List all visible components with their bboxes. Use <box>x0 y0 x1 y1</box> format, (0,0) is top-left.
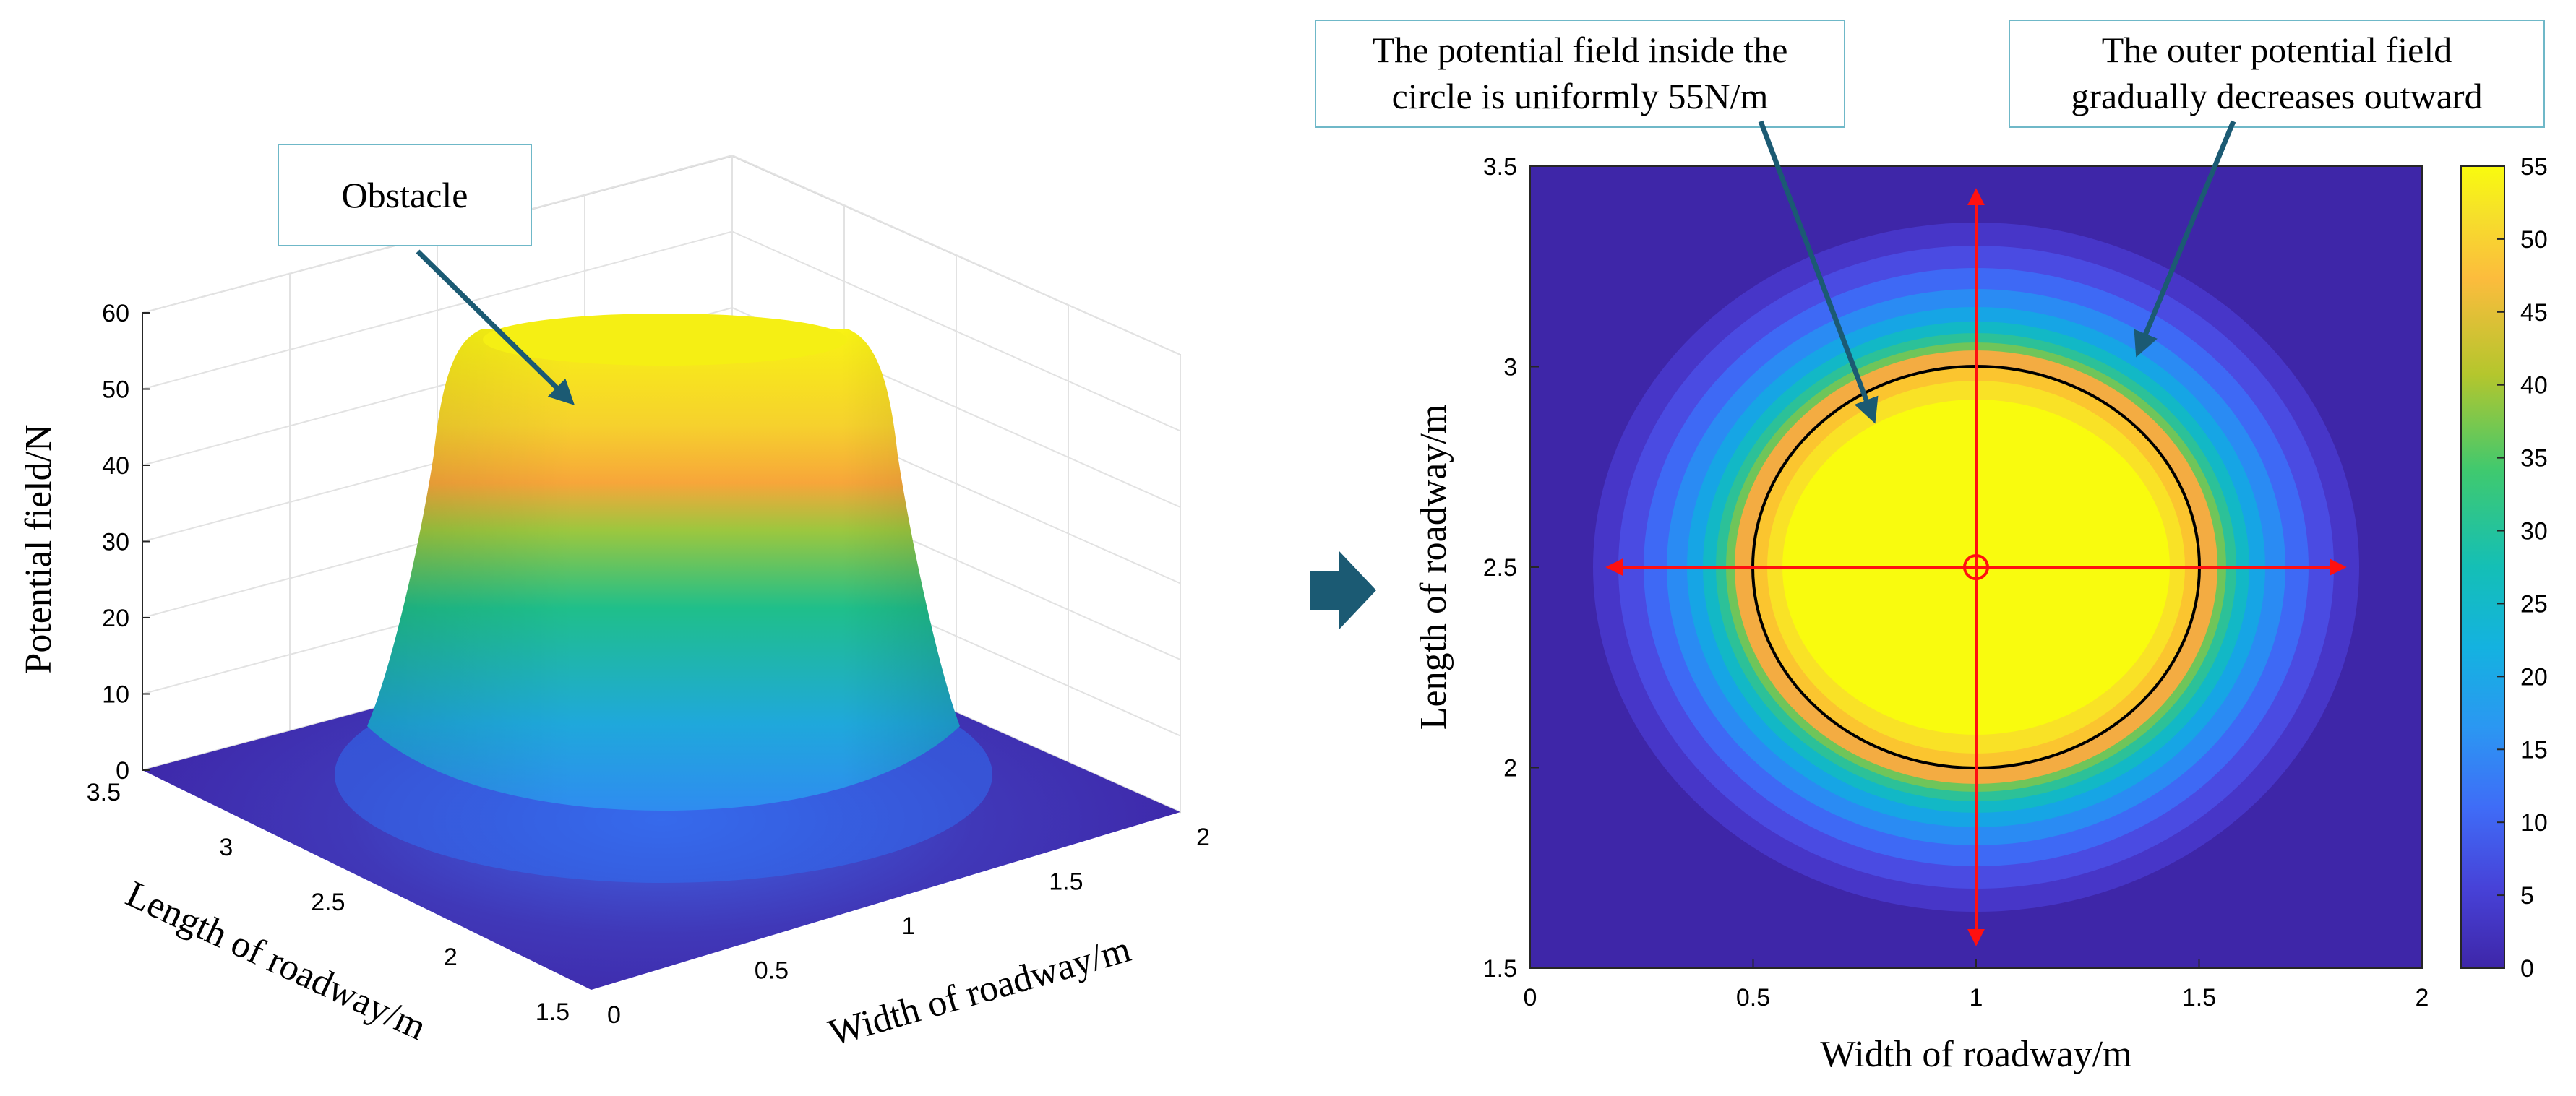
x-tick-label: 1.5 <box>2182 984 2216 1011</box>
surface-plot-3d: 0 10 20 30 40 50 60 1.5 2 2.5 3 3.5 0 0.5 1 1.5 2 Pote… <box>18 144 1210 1054</box>
obstacle-callout: Obstacle <box>278 144 575 405</box>
x-axis-label-3d: Width of roadway/m <box>824 928 1135 1054</box>
colorbar-tick-label: 40 <box>2520 372 2548 400</box>
z-axis-ticks: 0 10 20 30 40 50 60 <box>102 300 150 785</box>
x-tick-label: 0 <box>1524 984 1537 1011</box>
z-axis-label: Potential field/N <box>18 424 59 673</box>
inner-field-note-line2: circle is uniformly 55N/m <box>1392 76 1769 116</box>
center-guides <box>1605 188 2347 946</box>
colorbar-tick-label: 50 <box>2520 226 2548 254</box>
colorbar-tick-label: 0 <box>2520 955 2534 983</box>
colorbar-tick-label: 55 <box>2520 153 2548 181</box>
z-tick-label: 50 <box>102 376 129 404</box>
y-axis-ticks: 1.5 2 2.5 3 3.5 <box>1483 153 1539 983</box>
x-tick-label-3d: 1 <box>902 912 916 940</box>
y-tick-label: 1.5 <box>1483 955 1517 983</box>
colorbar-tick-label: 30 <box>2520 518 2548 545</box>
y-tick-label: 2 <box>1503 755 1517 782</box>
z-tick-label: 10 <box>102 681 129 709</box>
colorbar-ticks: 0 5 10 15 20 25 30 35 40 45 50 55 <box>2497 153 2548 983</box>
y-tick-label-3d: 3 <box>219 834 233 861</box>
inner-field-note-line1: The potential field inside the <box>1373 30 1788 70</box>
outer-field-note-line1: The outer potential field <box>2102 30 2452 70</box>
colorbar-tick-label: 25 <box>2520 590 2548 618</box>
outer-field-callout: The outer potential field gradually decr… <box>2009 20 2545 358</box>
x-axis-ticks-3d: 0 0.5 1 1.5 2 <box>607 824 1210 1029</box>
colorbar-scale <box>2460 165 2505 969</box>
y-tick-label: 3.5 <box>1483 153 1517 181</box>
inner-field-arrow <box>1758 120 1879 424</box>
x-tick-label: 0.5 <box>1736 984 1770 1011</box>
z-tick-label: 40 <box>102 452 129 480</box>
x-tick-label: 1 <box>1970 984 1983 1011</box>
y-axis-ticks-3d: 1.5 2 2.5 3 3.5 <box>87 779 570 1026</box>
center-marker <box>1963 554 1989 580</box>
colorbar-tick-label: 5 <box>2520 882 2534 910</box>
y-axis-label: Length of roadway/m <box>1413 405 1454 730</box>
heatmap-plot: 0 0.5 1 1.5 2 1.5 2 2.5 3 3.5 Width of roadway/m… <box>1315 20 2548 1075</box>
z-tick-label: 0 <box>116 757 129 785</box>
obstacle-label: Obstacle <box>342 175 468 215</box>
x-tick-label-3d: 0 <box>607 1001 621 1029</box>
z-tick-label: 60 <box>102 300 129 327</box>
colorbar-tick-label: 20 <box>2520 663 2548 691</box>
colorbar-tick-label: 45 <box>2520 299 2548 327</box>
y-tick-label-3d: 3.5 <box>87 779 121 806</box>
z-tick-label: 30 <box>102 529 129 556</box>
colorbar-tick-label: 35 <box>2520 445 2548 473</box>
outer-field-arrow <box>2134 120 2236 358</box>
x-axis-label: Width of roadway/m <box>1820 1034 2131 1075</box>
y-tick-label-3d: 2 <box>444 944 458 971</box>
x-tick-label-3d: 0.5 <box>755 957 789 985</box>
colorbar: 0 5 10 15 20 25 30 35 40 45 50 55 <box>2460 153 2548 983</box>
y-tick-label: 3 <box>1503 354 1517 381</box>
x-axis-ticks: 0 0.5 1 1.5 2 <box>1524 959 2429 1011</box>
colorbar-tick-label: 15 <box>2520 736 2548 764</box>
obstacle-arrow <box>416 249 575 405</box>
y-tick-label-3d: 2.5 <box>311 889 345 916</box>
y-tick-label: 2.5 <box>1483 554 1517 582</box>
inner-field-callout: The potential field inside the circle is… <box>1315 20 1879 424</box>
x-tick-label-3d: 1.5 <box>1049 868 1083 896</box>
y-tick-label-3d: 1.5 <box>536 998 570 1026</box>
y-axis-label-3d: Length of roadway/m <box>120 873 432 1048</box>
transition-arrow <box>1310 551 1376 630</box>
outer-field-note-line2: gradually decreases outward <box>2071 76 2482 116</box>
x-tick-label-3d: 2 <box>1196 824 1210 851</box>
surface-plateau <box>335 314 992 883</box>
z-tick-label: 20 <box>102 605 129 632</box>
x-tick-label: 2 <box>2416 984 2429 1011</box>
colorbar-tick-label: 10 <box>2520 809 2548 837</box>
